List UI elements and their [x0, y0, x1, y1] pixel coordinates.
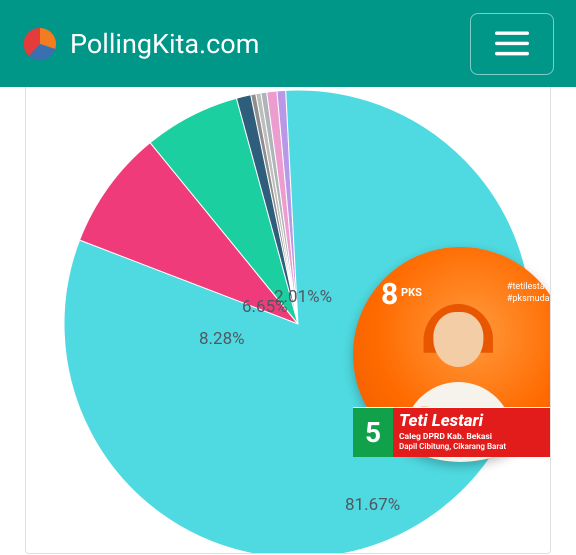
campaign-overlay: 8 PKS #tetilestari #pksmuda 5 Teti Lesta… [353, 247, 551, 462]
banner-sub1: Caleg DPRD Kab. Bekasi [399, 432, 551, 442]
chart-card: 81.67%8.28%6.65% 2.01%% 8 PKS #tetilesta… [25, 87, 551, 554]
content-area: 81.67%8.28%6.65% 2.01%% 8 PKS #tetilesta… [0, 87, 576, 554]
campaign-banner: 5 Teti Lestari Caleg DPRD Kab. Bekasi Da… [353, 407, 551, 457]
navbar: PollingKita.com [0, 0, 576, 87]
banner-sub2: Dapil Cibitung, Cikarang Barat [399, 442, 551, 451]
pie-slice-label: 8.28% [199, 329, 245, 349]
pie-slice-label: 81.67% [345, 495, 400, 515]
campaign-hashtag: #tetilestari [507, 282, 550, 294]
logo-pie-icon [22, 26, 58, 62]
menu-toggle-button[interactable] [470, 13, 554, 75]
brand[interactable]: PollingKita.com [22, 26, 259, 62]
pie-clustered-label: 2.01%% [274, 287, 332, 307]
hamburger-icon [495, 31, 529, 57]
campaign-party: PKS [401, 286, 422, 299]
banner-name: Teti Lestari [399, 413, 551, 430]
brand-title: PollingKita.com [70, 28, 259, 60]
banner-number: 5 [353, 408, 393, 457]
